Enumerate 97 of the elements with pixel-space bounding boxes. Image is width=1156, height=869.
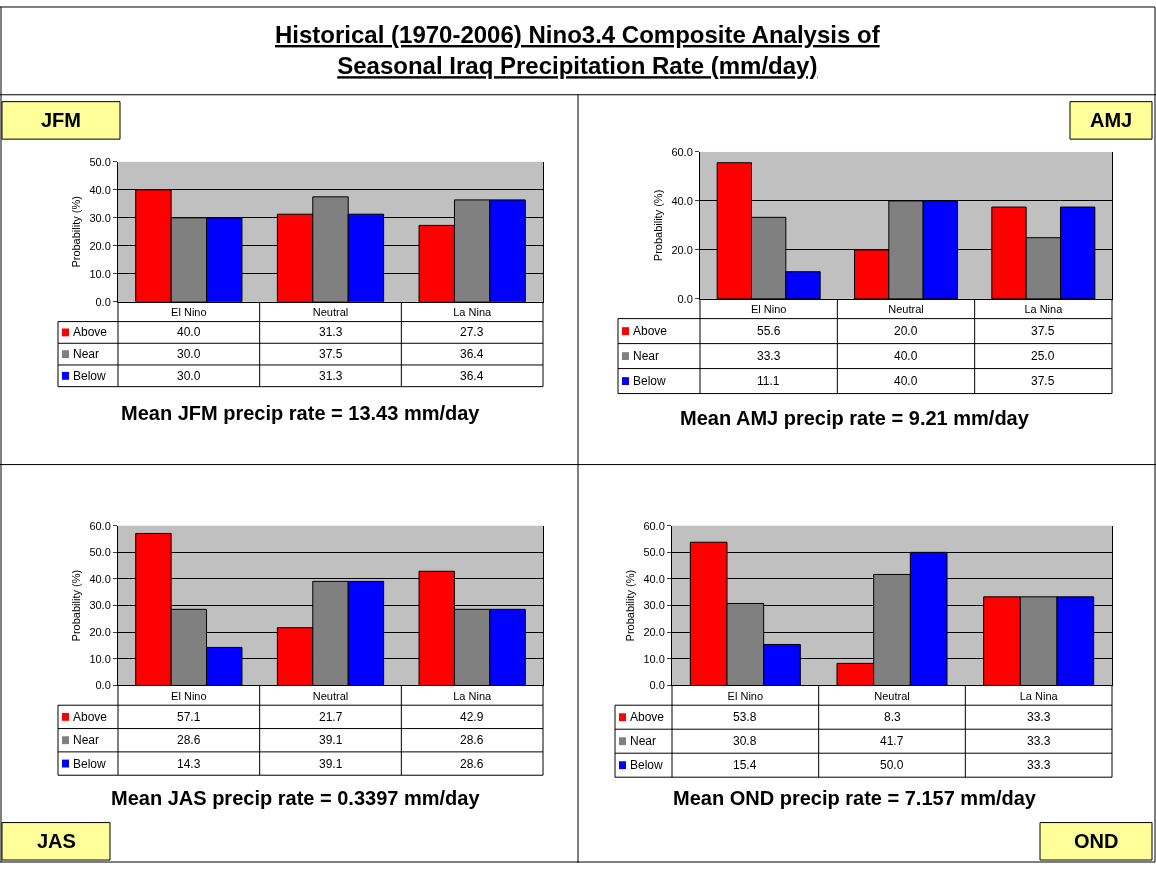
data-label: 37.5 (1031, 374, 1055, 388)
data-label: 30.0 (177, 347, 201, 361)
data-label: 40.0 (177, 325, 201, 339)
data-label: 30.8 (733, 734, 757, 748)
y-tick-label: 50.0 (89, 155, 111, 168)
text: JFM (41, 109, 81, 131)
y-tick-label: 30.0 (643, 599, 665, 612)
data-label: 36.4 (460, 347, 484, 361)
x-tick-label: La Nina (1024, 303, 1064, 316)
y-axis-title: Probability (%) (70, 569, 83, 642)
data-label: 41.7 (880, 734, 904, 748)
data-label: 40.0 (894, 374, 918, 388)
y-axis-title: Probability (%) (624, 569, 637, 642)
data-label: 36.4 (460, 369, 484, 383)
data-label: 39.1 (319, 757, 343, 771)
legend-label: Below (633, 374, 667, 388)
y-tick-label: 20.0 (89, 626, 111, 639)
data-label: 33.3 (1027, 734, 1051, 748)
data-label: 39.1 (319, 733, 343, 747)
y-axis-title: Probability (%) (70, 196, 83, 268)
y-axis-title: Probability (%) (652, 189, 665, 262)
data-label: 27.3 (460, 325, 484, 339)
data-label: 28.6 (460, 757, 484, 771)
data-label: 42.9 (460, 710, 484, 724)
data-label: 14.3 (177, 757, 201, 771)
y-tick-label: 40.0 (671, 194, 693, 207)
x-tick-label: La Nina (453, 689, 493, 702)
legend-label: Near (73, 347, 100, 361)
y-tick-label: 30.0 (89, 211, 111, 224)
data-label: 21.7 (319, 710, 343, 724)
y-tick-label: 50.0 (643, 546, 665, 559)
y-tick-label: 0.0 (677, 292, 693, 305)
x-tick-label: El Nino (750, 303, 787, 316)
legend-label: Above (73, 325, 108, 339)
legend-label: Above (73, 710, 108, 724)
legend-label: Below (630, 758, 664, 772)
data-label: 33.3 (1027, 710, 1051, 724)
data-label: 11.1 (757, 374, 780, 388)
text: Mean AMJ precip rate = 9.21 mm/day (680, 407, 1030, 429)
data-label: 28.6 (460, 733, 484, 747)
data-label: 55.6 (757, 324, 781, 338)
text: Mean OND precip rate = 7.157 mm/day (673, 787, 1037, 809)
text: OND (1074, 830, 1119, 852)
data-label: 31.3 (319, 369, 343, 383)
data-label: 31.3 (319, 325, 343, 339)
legend-label: Below (73, 369, 107, 383)
data-label: 20.0 (894, 324, 918, 338)
data-label: 37.5 (1031, 324, 1055, 338)
data-label: 25.0 (1031, 349, 1055, 363)
y-tick-label: 20.0 (643, 626, 665, 639)
y-tick-label: 60.0 (643, 519, 665, 532)
x-tick-label: Neutral (312, 689, 349, 702)
y-tick-label: 0.0 (95, 295, 111, 308)
legend-label: Near (73, 733, 100, 747)
data-label: 15.4 (733, 758, 757, 772)
data-label: 30.0 (177, 369, 201, 383)
text: Mean JFM precip rate = 13.43 mm/day (121, 402, 481, 424)
y-tick-label: 40.0 (89, 183, 111, 196)
data-label: 8.3 (884, 710, 902, 724)
data-label: 33.3 (757, 349, 781, 363)
x-tick-label: El Nino (171, 306, 207, 319)
legend-label: Above (633, 324, 668, 338)
x-tick-label: Neutral (312, 306, 349, 319)
y-tick-label: 20.0 (671, 243, 693, 256)
y-tick-label: 60.0 (671, 145, 693, 158)
text: AMJ (1090, 109, 1133, 131)
y-tick-label: 10.0 (89, 652, 111, 665)
y-tick-label: 60.0 (89, 519, 111, 532)
legend-label: Near (630, 734, 657, 748)
y-tick-label: 50.0 (89, 546, 111, 559)
chart-title: Historical (1970-2006) Nino3.4 Composite Analysis of Seasonal Iraq Precipitation Rate (mm/day) (275, 21, 881, 80)
legend-label: Below (73, 757, 107, 771)
y-tick-label: 10.0 (89, 267, 111, 280)
data-label: 37.5 (319, 347, 343, 361)
data-label: 33.3 (1027, 758, 1051, 772)
y-tick-label: 0.0 (95, 679, 111, 692)
x-tick-label: La Nina (453, 306, 493, 319)
data-label: 40.0 (894, 349, 918, 363)
y-tick-label: 40.0 (643, 572, 665, 585)
data-label: 50.0 (880, 758, 904, 772)
data-label: 57.1 (177, 710, 201, 724)
data-label: 28.6 (177, 733, 201, 747)
legend-label: Near (633, 349, 660, 363)
data-label: 53.8 (733, 710, 757, 724)
x-tick-label: La Nina (1019, 689, 1059, 702)
x-tick-label: Neutral (874, 689, 910, 702)
text: JAS (37, 830, 76, 852)
x-tick-label: El Nino (171, 689, 207, 702)
x-tick-label: Neutral (888, 303, 924, 316)
y-tick-label: 30.0 (89, 599, 111, 612)
y-tick-label: 0.0 (649, 679, 665, 692)
y-tick-label: 40.0 (89, 572, 111, 585)
text: Mean JAS precip rate = 0.3397 mm/day (111, 787, 481, 809)
legend-label: Above (630, 710, 665, 724)
x-tick-label: El Nino (727, 689, 764, 702)
y-tick-label: 20.0 (89, 239, 111, 252)
y-tick-label: 10.0 (643, 652, 665, 665)
